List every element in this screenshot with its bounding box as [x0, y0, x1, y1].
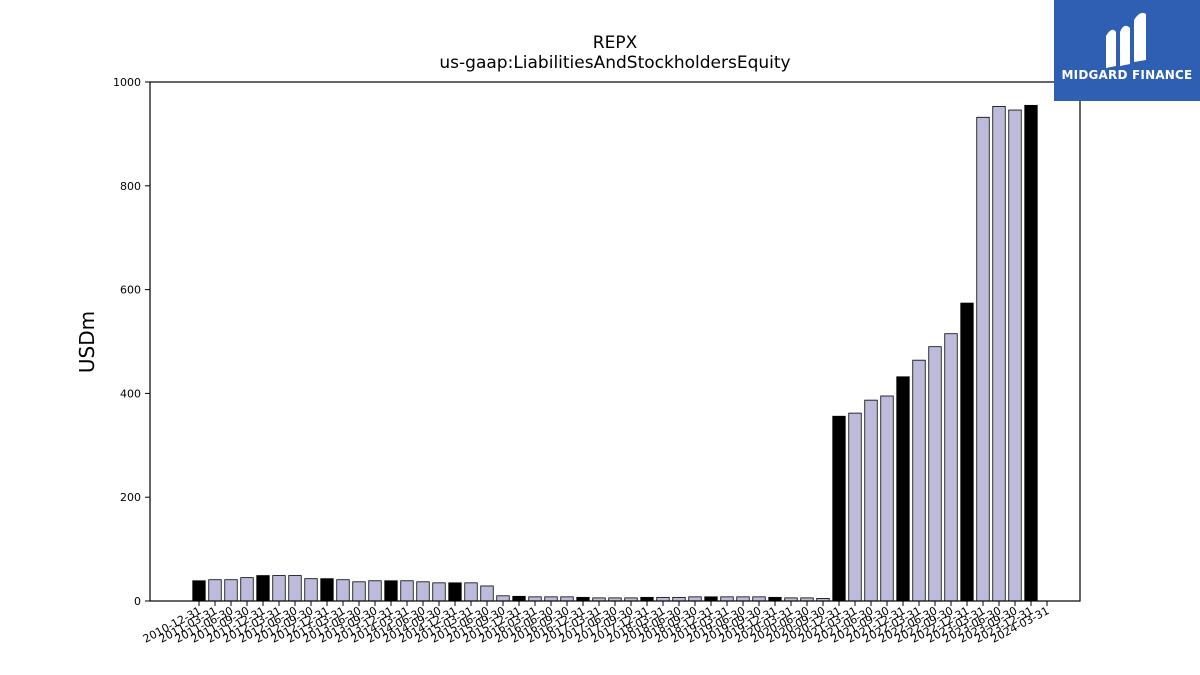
bar-2011-12-31: [256, 575, 270, 602]
bar-2012-06-30: [288, 575, 302, 602]
bar-2011-09-30: [240, 577, 254, 602]
bar-2021-03-31: [848, 412, 862, 602]
bar-2016-03-31: [528, 596, 542, 602]
bar-2011-06-30: [224, 579, 238, 602]
bar-2013-06-30: [352, 581, 366, 602]
bar-2018-12-31: [704, 596, 718, 602]
bar-2014-06-30: [416, 581, 430, 602]
bar-2021-12-31: [896, 376, 910, 602]
y-axis-label: USDm: [75, 311, 99, 373]
bar-2011-03-31: [208, 579, 222, 602]
bar-2016-06-30: [544, 596, 558, 602]
bar-2012-03-31: [272, 575, 286, 602]
bar-2023-06-30: [992, 105, 1006, 602]
bar-2022-06-30: [928, 346, 942, 602]
bar-2015-03-31: [464, 582, 478, 602]
bar-2019-09-30: [752, 596, 766, 602]
y-tick-label: 200: [120, 491, 141, 504]
bar-2015-12-31: [512, 595, 526, 602]
y-axis: 0 200 400 600 800 1000: [113, 76, 150, 608]
bar-2015-06-30: [480, 585, 494, 602]
logo-text: MIDGARD FINANCE: [1061, 68, 1193, 82]
y-tick-label: 800: [120, 180, 141, 193]
midgard-logo-icon: [1106, 12, 1146, 68]
midgard-logo: MIDGARD FINANCE: [1054, 0, 1200, 101]
y-tick-label: 400: [120, 387, 141, 400]
bar-2014-12-31: [448, 582, 462, 602]
bar-2013-03-31: [336, 579, 350, 602]
bar-2023-09-30: [1008, 109, 1022, 602]
bar-2013-09-30: [368, 580, 382, 602]
bar-2018-09-30: [688, 596, 702, 602]
bar-2021-09-30: [880, 395, 894, 602]
bar-2020-12-31: [832, 415, 846, 602]
y-tick-label: 600: [120, 284, 141, 297]
x-axis: 2010-12-312011-03-312011-06-302011-09-30…: [141, 601, 1051, 646]
bar-2016-09-30: [560, 596, 574, 602]
bars-group: [192, 104, 1038, 602]
plot-frame: [149, 81, 1081, 602]
bar-2023-03-31: [976, 116, 990, 602]
bar-2013-12-31: [384, 580, 398, 602]
bar-2012-09-30: [304, 578, 318, 602]
bar-2023-12-31: [1024, 104, 1038, 602]
y-tick-label: 1000: [113, 76, 141, 89]
bar-2019-06-30: [736, 596, 750, 602]
bar-2022-09-30: [944, 333, 958, 602]
bar-2010-12-31: [192, 580, 206, 602]
y-tick-label: 0: [134, 595, 141, 608]
bar-2021-06-30: [864, 399, 878, 602]
bar-2022-12-31: [960, 302, 974, 602]
bar-2012-12-31: [320, 578, 334, 602]
bar-2022-03-31: [912, 359, 926, 602]
bar-2019-03-31: [720, 596, 734, 602]
bar-2014-03-31: [400, 580, 414, 602]
bar-2014-09-30: [432, 582, 446, 602]
bar-2015-09-30: [496, 595, 510, 602]
chart-title: REPX: [593, 33, 638, 53]
chart-subtitle: us-gaap:LiabilitiesAndStockholdersEquity: [439, 53, 790, 73]
